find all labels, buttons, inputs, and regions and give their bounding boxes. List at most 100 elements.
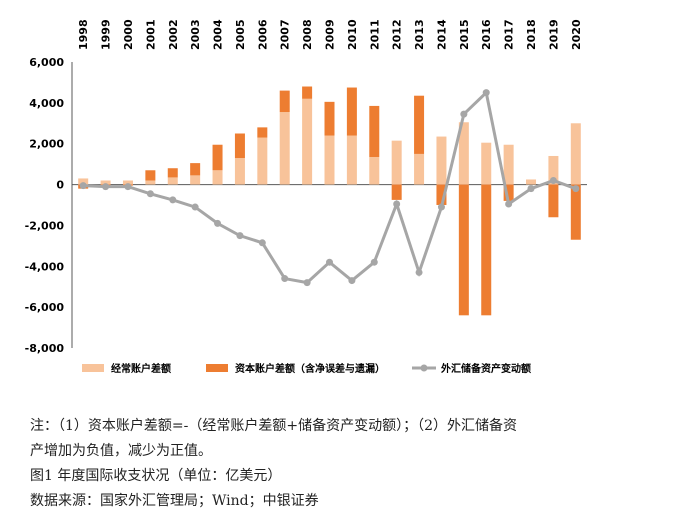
y-tick-label: 0 <box>56 179 64 192</box>
bar-current-account-2011 <box>369 156 380 185</box>
bar-current-account-2007 <box>279 112 290 185</box>
fx-reserve-point-2008 <box>303 279 311 287</box>
bar-current-account-2009 <box>324 135 335 185</box>
x-tick-label: 2018 <box>525 19 538 50</box>
fx-reserve-point-2001 <box>146 190 154 198</box>
fx-reserve-point-2012 <box>393 200 401 208</box>
bar-current-account-2001 <box>145 180 156 185</box>
legend-label: 外汇储备资产变动额 <box>440 362 531 375</box>
data-source: 数据来源：国家外汇管理局；Wind；中银证券 <box>30 493 319 509</box>
x-tick-label: 2002 <box>167 19 180 50</box>
fx-reserve-point-2013 <box>415 268 423 276</box>
bar-capital-account-2001 <box>145 170 156 181</box>
bar-capital-account-2003 <box>190 163 201 176</box>
bar-capital-account-2010 <box>346 87 357 136</box>
fx-reserve-point-2002 <box>169 196 177 204</box>
bar-current-account-2012 <box>391 140 402 185</box>
y-tick-label: -2,000 <box>25 219 65 232</box>
bar-current-account-2006 <box>257 137 268 185</box>
bar-current-account-1999 <box>100 180 111 185</box>
bar-current-account-2014 <box>436 136 447 185</box>
bar-capital-account-2013 <box>414 95 425 154</box>
x-tick-label: 2012 <box>391 19 404 50</box>
note-line-2: 产增加为负值，减少为正值。 <box>30 443 212 459</box>
bar-current-account-2005 <box>234 158 245 185</box>
x-tick-label: 2005 <box>234 19 247 50</box>
x-tick-label: 2016 <box>480 19 493 50</box>
fx-reserve-point-1998 <box>79 182 87 190</box>
x-tick-label: 2019 <box>547 19 560 50</box>
legend-swatch <box>206 364 228 372</box>
figure-caption: 图1 年度国际收支状况（单位：亿美元） <box>30 468 282 484</box>
bar-capital-account-2002 <box>167 168 178 178</box>
y-tick-label: -4,000 <box>25 260 65 273</box>
legend-label: 资本账户差额（含净误差与遗漏） <box>235 362 385 375</box>
bar-current-account-2003 <box>190 175 201 185</box>
y-tick-label: 2,000 <box>29 138 64 151</box>
bar-current-account-1998 <box>78 178 89 185</box>
x-tick-label: 2010 <box>346 19 359 50</box>
x-tick-label: 2017 <box>503 19 516 50</box>
bar-current-account-2015 <box>458 122 469 185</box>
y-tick-label: -8,000 <box>25 342 65 355</box>
fx-reserve-point-2020 <box>572 185 580 193</box>
bar-current-account-2000 <box>122 180 133 185</box>
y-tick-label: 4,000 <box>29 97 64 110</box>
fx-reserve-point-2011 <box>370 258 378 266</box>
x-tick-label: 2001 <box>144 19 157 50</box>
bar-capital-account-2006 <box>257 127 268 138</box>
x-tick-label: 2009 <box>324 19 337 50</box>
legend-marker <box>420 364 428 372</box>
legend: 经常账户差额 资本账户差额（含净误差与遗漏） 外汇储备资产变动额 <box>82 362 531 375</box>
fx-reserve-point-2014 <box>437 203 445 211</box>
x-tick-label: 2006 <box>256 19 269 50</box>
legend-label: 经常账户差额 <box>111 362 171 375</box>
fx-reserve-point-2015 <box>460 110 468 118</box>
bar-capital-account-2016 <box>481 184 492 316</box>
y-tick-label: -6,000 <box>25 301 65 314</box>
bar-capital-account-2019 <box>548 184 559 218</box>
fx-reserve-point-2009 <box>326 258 333 266</box>
y-tick-labels: 6,000 4,000 2,000 0 -2,000 -4,000 -6,000 -8,000 <box>25 56 65 355</box>
bar-series <box>78 86 581 316</box>
bar-capital-account-2020 <box>570 184 581 240</box>
x-tick-labels: 1998 1999 2000 2001 2002 2003 2004 2005 2006 2007… <box>77 19 583 50</box>
x-tick-label: 1998 <box>77 19 90 50</box>
bar-current-account-2013 <box>414 153 425 185</box>
fx-reserve-point-2016 <box>482 89 490 97</box>
bar-capital-account-2007 <box>279 90 290 113</box>
note-line-1: 注：（1）资本账户差额=-（经常账户差额+储备资产变动额）；（2）外汇储备资 <box>30 418 518 434</box>
x-tick-label: 2011 <box>368 19 381 50</box>
x-tick-label: 2004 <box>212 19 225 50</box>
fx-reserve-point-2007 <box>281 275 289 283</box>
fx-reserve-point-2004 <box>214 219 222 227</box>
bar-current-account-2018 <box>526 179 537 185</box>
x-tick-label: 2013 <box>413 19 426 50</box>
bar-current-account-2019 <box>548 155 559 185</box>
legend-swatch <box>82 364 104 372</box>
x-tick-label: 2014 <box>435 19 448 50</box>
x-tick-label: 2015 <box>458 19 471 50</box>
bar-capital-account-2015 <box>458 184 469 316</box>
bar-current-account-2008 <box>302 98 313 185</box>
y-tick-label: 6,000 <box>29 56 64 69</box>
bar-current-account-2002 <box>167 177 178 185</box>
bar-capital-account-2012 <box>391 184 402 200</box>
fx-reserve-point-2010 <box>348 277 356 285</box>
bar-current-account-2016 <box>481 142 492 185</box>
fx-reserve-point-2005 <box>236 232 244 240</box>
bar-capital-account-2005 <box>234 133 245 159</box>
bar-capital-account-2011 <box>369 105 380 157</box>
bar-current-account-2010 <box>346 135 357 185</box>
fx-reserve-point-2000 <box>124 183 132 191</box>
bar-capital-account-2008 <box>302 86 313 99</box>
bar-capital-account-2014 <box>436 184 447 205</box>
fx-reserve-point-2019 <box>549 176 557 184</box>
bar-capital-account-2017 <box>503 184 514 201</box>
bar-capital-account-2004 <box>212 144 223 171</box>
fx-reserve-point-2006 <box>258 239 266 247</box>
bar-current-account-2017 <box>503 144 514 185</box>
fx-reserve-point-2018 <box>527 185 535 193</box>
x-tick-label: 2007 <box>279 19 292 50</box>
bar-current-account-2004 <box>212 170 223 185</box>
